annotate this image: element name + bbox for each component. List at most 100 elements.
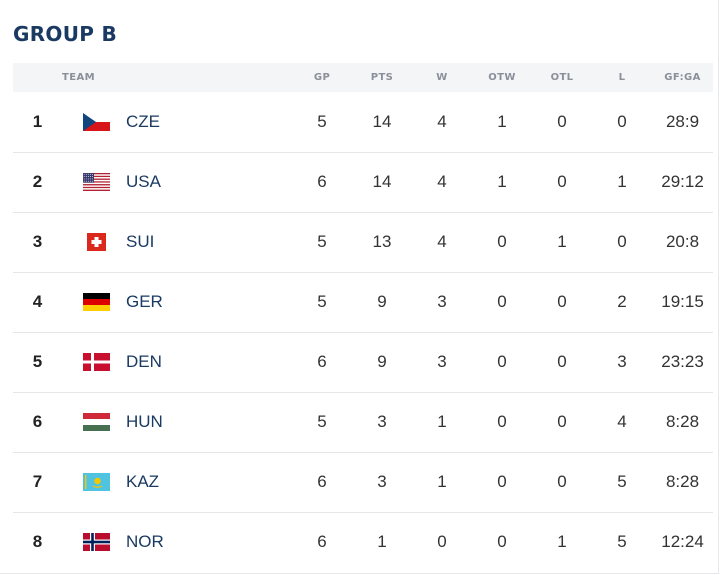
team-code[interactable]: HUN	[126, 412, 163, 431]
table-row[interactable]: 5 DEN 6 9 3 0 0 3 23:23	[13, 332, 714, 392]
otl-cell: 0	[557, 292, 567, 311]
l-cell: 0	[617, 232, 627, 251]
gfga-cell: 28:9	[665, 111, 700, 131]
team-code[interactable]: NOR	[126, 532, 164, 552]
table-header: TEAM GP PTS W OTW OTL L GF:GA	[13, 63, 714, 92]
team-wrap: CZE	[62, 112, 292, 132]
otl-cell: 0	[557, 472, 567, 491]
l-cell: 0	[617, 111, 627, 131]
team-code[interactable]: CZE	[126, 111, 160, 131]
team-cell[interactable]: KAZ	[62, 452, 292, 512]
otl-cell: 0	[557, 111, 567, 131]
rank-cell: 7	[32, 472, 43, 491]
table-row[interactable]: 7 KAZ 6 3 1 0 0 5 8:28	[13, 452, 714, 512]
pts-cell: 1	[377, 532, 387, 552]
team-wrap: SUI	[62, 232, 292, 252]
team-cell[interactable]: GER	[62, 272, 292, 332]
group-title: GROUP B	[13, 22, 118, 46]
gfga-cell: 8:28	[665, 412, 700, 431]
w-cell: 4	[437, 172, 447, 191]
column-header-pts[interactable]: PTS	[370, 72, 394, 83]
team-cell[interactable]: HUN	[62, 392, 292, 452]
norwegian-flag-icon	[83, 533, 110, 552]
standings-table: TEAM GP PTS W OTW OTL L GF:GA 1 CZE 5 14…	[13, 63, 714, 572]
column-header-w[interactable]: W	[436, 72, 448, 83]
otw-cell: 0	[497, 472, 507, 491]
gp-cell: 5	[317, 232, 327, 251]
swiss-flag-icon	[87, 233, 106, 251]
team-cell[interactable]: CZE	[62, 92, 292, 152]
w-cell: 1	[437, 412, 447, 431]
gfga-cell: 23:23	[661, 352, 704, 371]
pts-cell: 14	[372, 111, 392, 131]
czech-flag-icon	[83, 112, 110, 131]
w-cell: 3	[437, 292, 447, 311]
otl-cell: 1	[557, 532, 567, 552]
team-code[interactable]: GER	[126, 292, 163, 311]
header-row: TEAM GP PTS W OTW OTL L GF:GA	[13, 63, 714, 92]
pts-cell: 3	[377, 412, 387, 431]
gfga-cell: 19:15	[661, 292, 704, 311]
team-cell[interactable]: NOR	[62, 512, 292, 572]
gp-cell: 5	[317, 111, 327, 131]
l-cell: 5	[617, 472, 627, 491]
column-header-otw[interactable]: OTW	[488, 72, 516, 83]
table-body: 1 CZE 5 14 4 1 0 0 28:9 2 USA 6 14 4 1 0…	[13, 92, 714, 572]
rank-cell: 8	[32, 532, 43, 552]
table-row[interactable]: 4 GER 5 9 3 0 0 2 19:15	[13, 272, 714, 332]
table-row[interactable]: 2 USA 6 14 4 1 0 1 29:12	[13, 152, 714, 212]
pts-cell: 3	[377, 472, 387, 491]
pts-cell: 14	[372, 172, 392, 191]
team-code[interactable]: KAZ	[126, 472, 160, 491]
otw-cell: 0	[497, 232, 507, 251]
team-wrap: NOR	[62, 532, 292, 552]
otw-cell: 0	[497, 292, 507, 311]
hungarian-flag-icon	[83, 413, 110, 431]
usa-flag-icon	[83, 173, 110, 191]
gp-cell: 6	[317, 532, 327, 552]
team-wrap: GER	[62, 292, 292, 312]
gp-cell: 6	[317, 172, 327, 191]
table-row[interactable]: 6 HUN 5 3 1 0 0 4 8:28	[13, 392, 714, 452]
column-header-gp[interactable]: GP	[313, 72, 331, 83]
table-row[interactable]: 8 NOR 6 1 0 0 1 5 12:24	[13, 512, 713, 572]
team-wrap: DEN	[62, 352, 292, 372]
otl-cell: 0	[557, 172, 567, 191]
l-cell: 1	[617, 172, 627, 191]
german-flag-icon	[83, 293, 110, 311]
column-header-otl[interactable]: OTL	[550, 72, 574, 83]
team-cell[interactable]: DEN	[62, 332, 292, 392]
table-row[interactable]: 3 SUI 5 13 4 0 1 0 20:8	[13, 212, 714, 272]
danish-flag-icon	[83, 353, 110, 371]
pts-cell: 9	[377, 352, 387, 371]
w-cell: 4	[437, 232, 447, 251]
rank-cell: 4	[32, 292, 43, 311]
rank-cell: 3	[32, 232, 43, 251]
w-cell: 1	[437, 472, 447, 491]
team-code[interactable]: DEN	[126, 352, 162, 371]
otw-cell: 1	[497, 172, 507, 191]
team-code[interactable]: USA	[126, 172, 161, 191]
column-header-team[interactable]: TEAM	[62, 72, 95, 83]
w-cell: 3	[437, 352, 447, 371]
rank-cell: 5	[32, 352, 43, 371]
table-row[interactable]: 1 CZE 5 14 4 1 0 0 28:9	[13, 92, 714, 152]
team-wrap: KAZ	[62, 472, 292, 492]
team-cell[interactable]: SUI	[62, 212, 292, 272]
gfga-cell: 20:8	[665, 232, 700, 251]
rank-cell: 2	[32, 172, 43, 191]
team-code[interactable]: SUI	[126, 232, 155, 251]
column-header-l[interactable]: L	[618, 72, 626, 83]
team-cell[interactable]: USA	[62, 152, 292, 212]
l-cell: 4	[617, 412, 627, 431]
l-cell: 2	[617, 292, 627, 311]
gp-cell: 5	[317, 292, 327, 311]
gp-cell: 6	[317, 352, 327, 371]
gfga-cell: 29:12	[661, 172, 704, 191]
otl-cell: 0	[557, 412, 567, 431]
column-header-gfga[interactable]: GF:GA	[664, 72, 701, 83]
gp-cell: 5	[317, 412, 327, 431]
rank-cell: 6	[32, 412, 43, 431]
gp-cell: 6	[317, 472, 327, 491]
